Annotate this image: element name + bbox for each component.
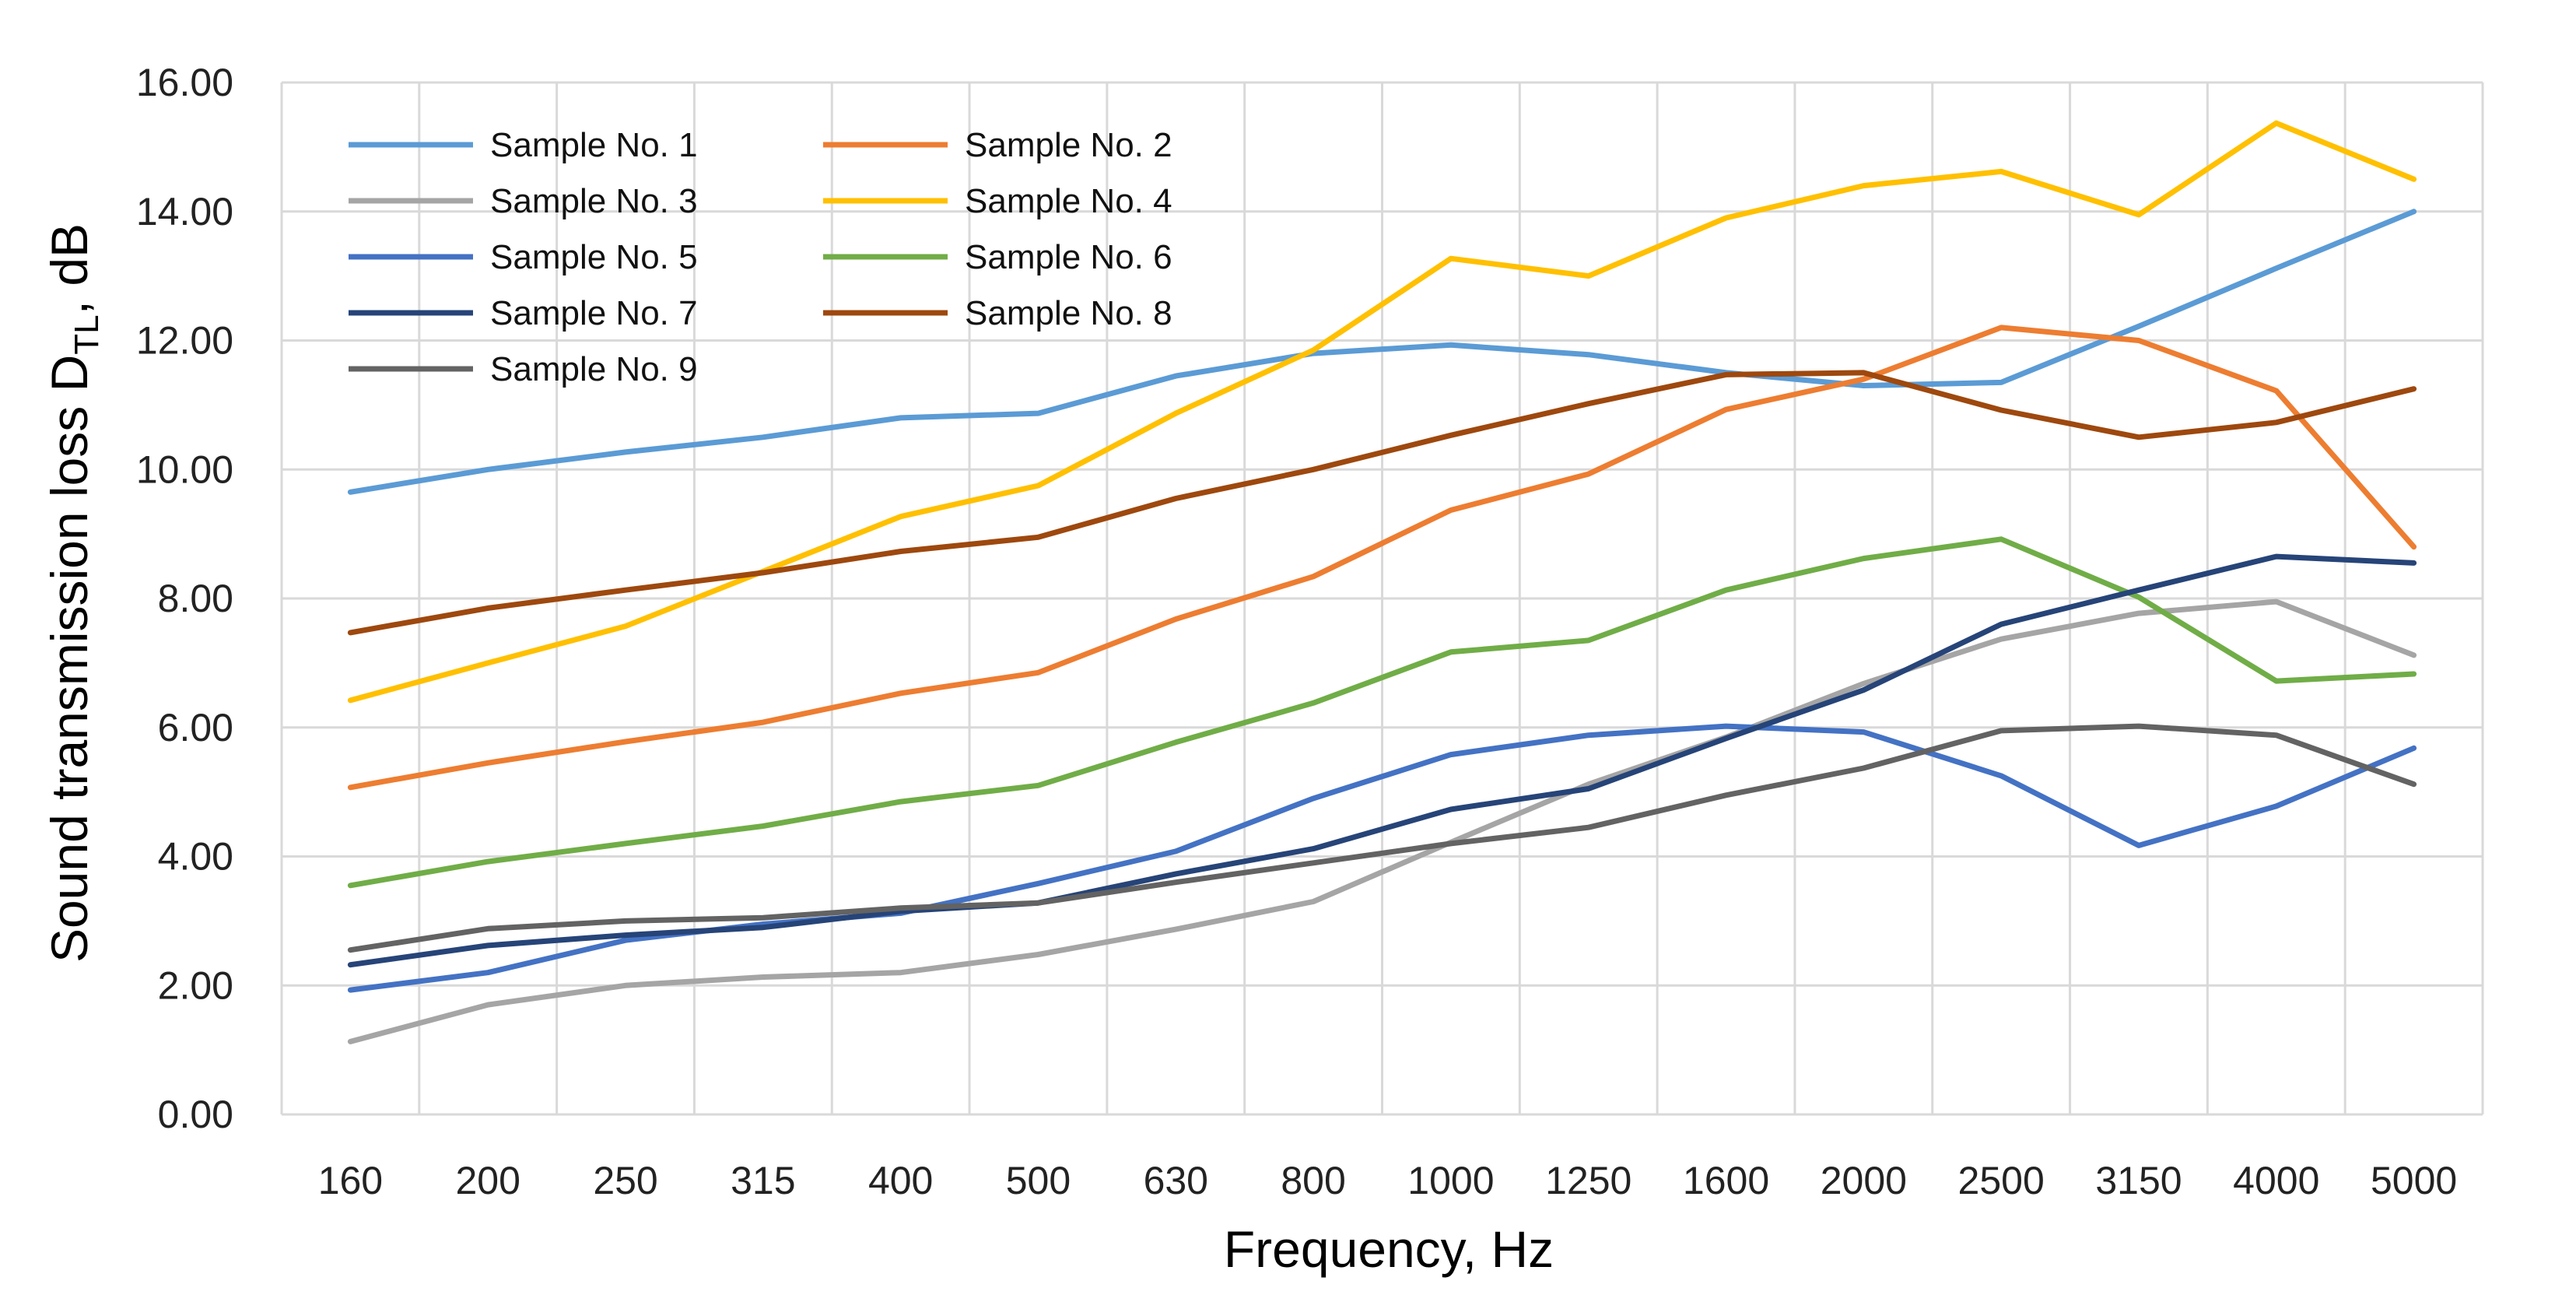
legend-label-4: Sample No. 4 xyxy=(965,182,1172,220)
legend-label-7: Sample No. 7 xyxy=(490,294,698,332)
x-tick-label: 630 xyxy=(1144,1159,1208,1202)
series-line-8 xyxy=(347,370,2417,636)
legend-label-5: Sample No. 5 xyxy=(490,238,698,276)
y-tick-label: 4.00 xyxy=(158,835,233,879)
x-tick-label: 200 xyxy=(456,1159,520,1202)
series-line-9 xyxy=(347,723,2417,953)
x-tick-label: 1250 xyxy=(1545,1159,1631,1202)
x-tick-label: 5000 xyxy=(2371,1159,2457,1202)
x-tick-label: 3150 xyxy=(2095,1159,2182,1202)
series-line-7 xyxy=(347,553,2417,968)
legend-label-6: Sample No. 6 xyxy=(965,238,1172,276)
legend-label-3: Sample No. 3 xyxy=(490,182,698,220)
y-tick-label: 12.00 xyxy=(136,319,233,363)
series-lines xyxy=(347,120,2417,1044)
x-tick-label: 2500 xyxy=(1958,1159,2045,1202)
x-tick-label: 800 xyxy=(1281,1159,1345,1202)
legend: Sample No. 1 Sample No. 2 Sample No. 3 Samp… xyxy=(349,126,1172,388)
y-tick-label: 14.00 xyxy=(136,190,233,233)
legend-label-1: Sample No. 1 xyxy=(490,126,698,164)
x-tick-label: 2000 xyxy=(1821,1159,1907,1202)
x-axis-ticks: 160 200 250 315 400 500 630 800 1000 1250 1600 2000… xyxy=(318,1159,2458,1202)
legend-label-8: Sample No. 8 xyxy=(965,294,1172,332)
x-tick-label: 4000 xyxy=(2233,1159,2319,1202)
series-line-2 xyxy=(347,325,2417,791)
y-axis-title-main: Sound transmission loss D xyxy=(40,355,98,963)
x-tick-label: 250 xyxy=(593,1159,657,1202)
series-line-4 xyxy=(347,120,2417,704)
series-line-1 xyxy=(347,209,2417,495)
y-tick-label: 16.00 xyxy=(136,61,233,104)
y-axis-title: Sound transmission loss DTL, dB xyxy=(40,223,106,963)
series-line-3 xyxy=(347,598,2417,1044)
y-axis-ticks: 0.00 2.00 4.00 6.00 8.00 10.00 12.00 14.00 16.00 xyxy=(136,61,233,1136)
x-tick-label: 500 xyxy=(1006,1159,1071,1202)
y-axis-title-subscript: TL xyxy=(68,314,106,354)
y-tick-label: 8.00 xyxy=(158,577,233,620)
series-line-6 xyxy=(347,536,2417,889)
x-axis-title: Frequency, Hz xyxy=(1224,1220,1554,1278)
legend-label-2: Sample No. 2 xyxy=(965,126,1172,164)
x-tick-label: 400 xyxy=(868,1159,933,1202)
y-tick-label: 2.00 xyxy=(158,963,233,1007)
x-tick-label: 315 xyxy=(731,1159,795,1202)
x-tick-label: 1600 xyxy=(1683,1159,1769,1202)
y-tick-label: 0.00 xyxy=(158,1093,233,1136)
x-tick-label: 160 xyxy=(318,1159,383,1202)
y-tick-label: 10.00 xyxy=(136,447,233,491)
y-tick-label: 6.00 xyxy=(158,706,233,749)
legend-label-9: Sample No. 9 xyxy=(490,350,698,388)
y-axis-title-tail: , dB xyxy=(40,223,98,314)
x-tick-label: 1000 xyxy=(1407,1159,1494,1202)
